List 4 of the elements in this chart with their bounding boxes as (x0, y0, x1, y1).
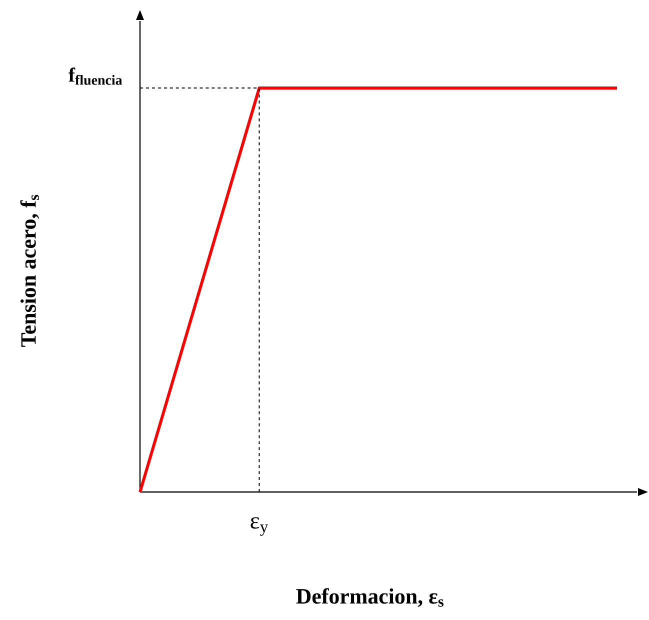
x-axis-title: Deformacion, ε$_{s}$ (296, 588, 444, 607)
text: ε$_{y}$ (250, 517, 268, 536)
ref-line-label: f$_{fluencia}$ (68, 68, 122, 85)
y-axis-title: Tension acero, f$_{s}$ (20, 194, 40, 347)
